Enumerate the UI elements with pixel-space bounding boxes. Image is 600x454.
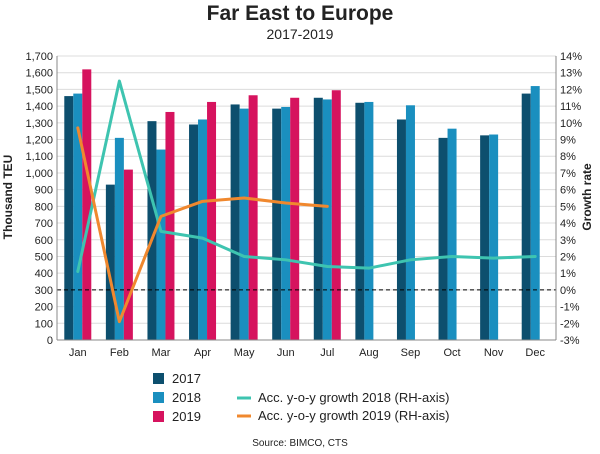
legend-label-growth-2019: Acc. y-o-y growth 2019 (RH-axis) xyxy=(258,408,449,423)
y2-tick-label: 6% xyxy=(560,185,576,197)
legend-label-2018: 2018 xyxy=(172,390,201,405)
y-tick-label: 1,200 xyxy=(25,135,53,147)
y2-tick-label: 8% xyxy=(560,151,576,163)
y2-tick-label: 7% xyxy=(560,168,576,180)
y2-tick-label: 0% xyxy=(560,285,576,297)
y-tick-label: 900 xyxy=(35,185,53,197)
y2-tick-label: 10% xyxy=(560,118,582,130)
y2-tick-label: -3% xyxy=(560,335,580,347)
bar-2017-Nov xyxy=(480,135,490,340)
y-tick-label: 600 xyxy=(35,235,53,247)
bar-2017-Jun xyxy=(272,108,282,340)
y-tick-label: 300 xyxy=(35,285,53,297)
chart-title: Far East to Europe xyxy=(207,2,394,25)
y-tick-label: 1,000 xyxy=(25,168,53,180)
bar-2017-Oct xyxy=(438,137,448,340)
x-tick-label: Jul xyxy=(320,347,334,359)
y2-tick-label: 11% xyxy=(560,101,581,113)
y2-tick-label: 14% xyxy=(560,51,582,63)
bar-2019-May xyxy=(248,95,258,341)
x-tick-label: Apr xyxy=(194,347,211,359)
y2-tick-label: 4% xyxy=(560,218,576,230)
y2-tick-label: 2% xyxy=(560,251,576,263)
chart-subtitle: 2017-2019 xyxy=(267,26,334,42)
y2-tick-label: 3% xyxy=(560,235,576,247)
bar-2017-Jul xyxy=(313,97,323,340)
bar-2017-Aug xyxy=(355,102,365,340)
growth-lines xyxy=(76,79,537,324)
y2-tick-label: -1% xyxy=(560,302,580,314)
growth-line-2019 xyxy=(76,126,329,324)
legend-swatch-2019 xyxy=(153,411,164,422)
source-note: Source: BIMCO, CTS xyxy=(252,438,348,449)
bar-2018-Jul xyxy=(322,99,332,340)
y-tick-label: 1,600 xyxy=(25,68,53,80)
bar-2019-Mar xyxy=(165,111,175,340)
y-tick-label: 100 xyxy=(35,318,53,330)
y-tick-label: 1,100 xyxy=(25,151,53,163)
bar-2019-Feb xyxy=(123,169,133,340)
y-tick-label: 1,300 xyxy=(25,118,53,130)
y-tick-label: 500 xyxy=(35,251,53,263)
bar-2018-Jan xyxy=(73,93,83,341)
legend-swatch-2018 xyxy=(153,392,164,403)
x-tick-label: Dec xyxy=(525,347,545,359)
bar-2018-Sep xyxy=(405,105,415,341)
bar-2018-Feb xyxy=(114,137,124,340)
y-tick-label: 800 xyxy=(35,201,53,213)
x-tick-label: Nov xyxy=(484,347,504,359)
x-tick-label: May xyxy=(234,347,255,359)
y2-axis-title: Growth rate xyxy=(580,163,594,231)
bar-series xyxy=(64,69,540,341)
axes: 0 100 200 300 400 500 600 700 800 900 1,000 1,100 1,… xyxy=(25,51,582,359)
y-tick-label: 200 xyxy=(35,302,53,314)
x-tick-label: Jun xyxy=(277,347,295,359)
y-tick-label: 1,700 xyxy=(25,51,53,63)
y2-tick-label: 9% xyxy=(560,135,576,147)
x-tick-label: Jan xyxy=(69,347,87,359)
y2-tick-label: 5% xyxy=(560,201,576,213)
bar-2017-Jan xyxy=(64,96,74,340)
bar-2017-Apr xyxy=(189,124,199,341)
y-axis-title: Thousand TEU xyxy=(1,155,15,240)
y-tick-label: 0 xyxy=(47,335,53,347)
y-tick-label: 700 xyxy=(35,218,53,230)
x-tick-label: Aug xyxy=(359,347,379,359)
bar-2019-Jan xyxy=(82,69,92,340)
bar-2017-Sep xyxy=(396,119,406,340)
bar-2017-Mar xyxy=(147,121,157,340)
bar-2017-May xyxy=(230,104,240,341)
bar-2018-Nov xyxy=(489,134,499,340)
y2-tick-label: 13% xyxy=(560,68,582,80)
bar-2019-Apr xyxy=(207,101,217,340)
x-tick-label: Mar xyxy=(151,347,170,359)
x-tick-label: Feb xyxy=(110,347,129,359)
y-tick-label: 1,500 xyxy=(25,84,53,96)
bar-2019-Jun xyxy=(290,97,300,340)
legend-label-growth-2018: Acc. y-o-y growth 2018 (RH-axis) xyxy=(258,390,449,405)
x-tick-label: Oct xyxy=(443,347,460,359)
legend-label-2019: 2019 xyxy=(172,409,201,424)
bar-2017-Feb xyxy=(105,184,115,340)
bar-2018-Jun xyxy=(281,106,291,340)
legend-label-2017: 2017 xyxy=(172,371,201,386)
y-tick-label: 1,400 xyxy=(25,101,53,113)
bar-2018-Oct xyxy=(447,128,457,340)
legend: 2017 2018 2019 Acc. y-o-y growth 2018 (R… xyxy=(153,371,449,424)
bar-2018-Apr xyxy=(198,119,208,340)
growth-line-2018 xyxy=(76,79,537,274)
y2-tick-label: 12% xyxy=(560,84,582,96)
bar-2017-Dec xyxy=(521,93,531,341)
bar-2018-Dec xyxy=(530,86,540,340)
y2-tick-label: 1% xyxy=(560,268,576,280)
legend-swatch-2017 xyxy=(153,373,164,384)
bar-2018-Aug xyxy=(364,101,374,340)
bar-2018-Mar xyxy=(156,149,166,340)
bar-2018-May xyxy=(239,108,249,340)
bar-2019-Jul xyxy=(331,90,341,340)
y-tick-label: 400 xyxy=(35,268,53,280)
y2-tick-label: -2% xyxy=(560,318,580,330)
x-tick-label: Sep xyxy=(401,347,421,359)
